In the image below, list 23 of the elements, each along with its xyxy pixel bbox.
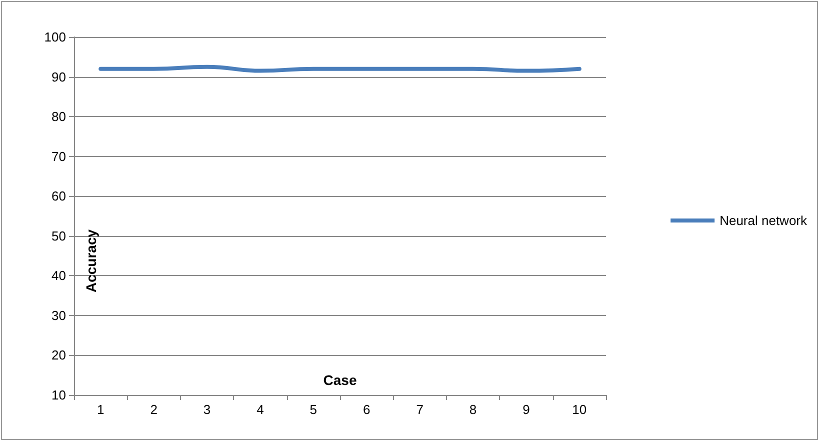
y-tick-label: 20	[52, 348, 66, 363]
y-tick-label: 10	[52, 388, 66, 402]
x-tick-label: 2	[150, 402, 158, 417]
y-tick-label: 40	[52, 268, 66, 284]
y-tick-label: 90	[52, 69, 66, 84]
x-tick-label: 5	[310, 402, 318, 417]
legend-label: Neural network	[720, 213, 808, 228]
y-tick-label: 60	[52, 188, 66, 204]
y-tick-label: 80	[52, 109, 66, 124]
y-axis-title: Accuracy	[83, 229, 99, 293]
x-tick-label: 1	[96, 402, 104, 417]
x-tick-label: 7	[416, 402, 424, 417]
x-tick-label: 9	[522, 402, 530, 417]
x-tick-label: 4	[256, 402, 264, 417]
x-tick-label: 8	[469, 402, 477, 417]
x-tick-label: 3	[203, 402, 211, 417]
y-tick-label: 70	[52, 148, 66, 164]
x-tick-label: 10	[572, 402, 587, 417]
x-axis-title: Case	[323, 372, 357, 388]
y-tick-label: 30	[52, 308, 66, 323]
y-tick-label: 100	[44, 30, 66, 44]
y-tick-label: 50	[52, 228, 66, 244]
x-tick-label: 6	[362, 402, 370, 417]
